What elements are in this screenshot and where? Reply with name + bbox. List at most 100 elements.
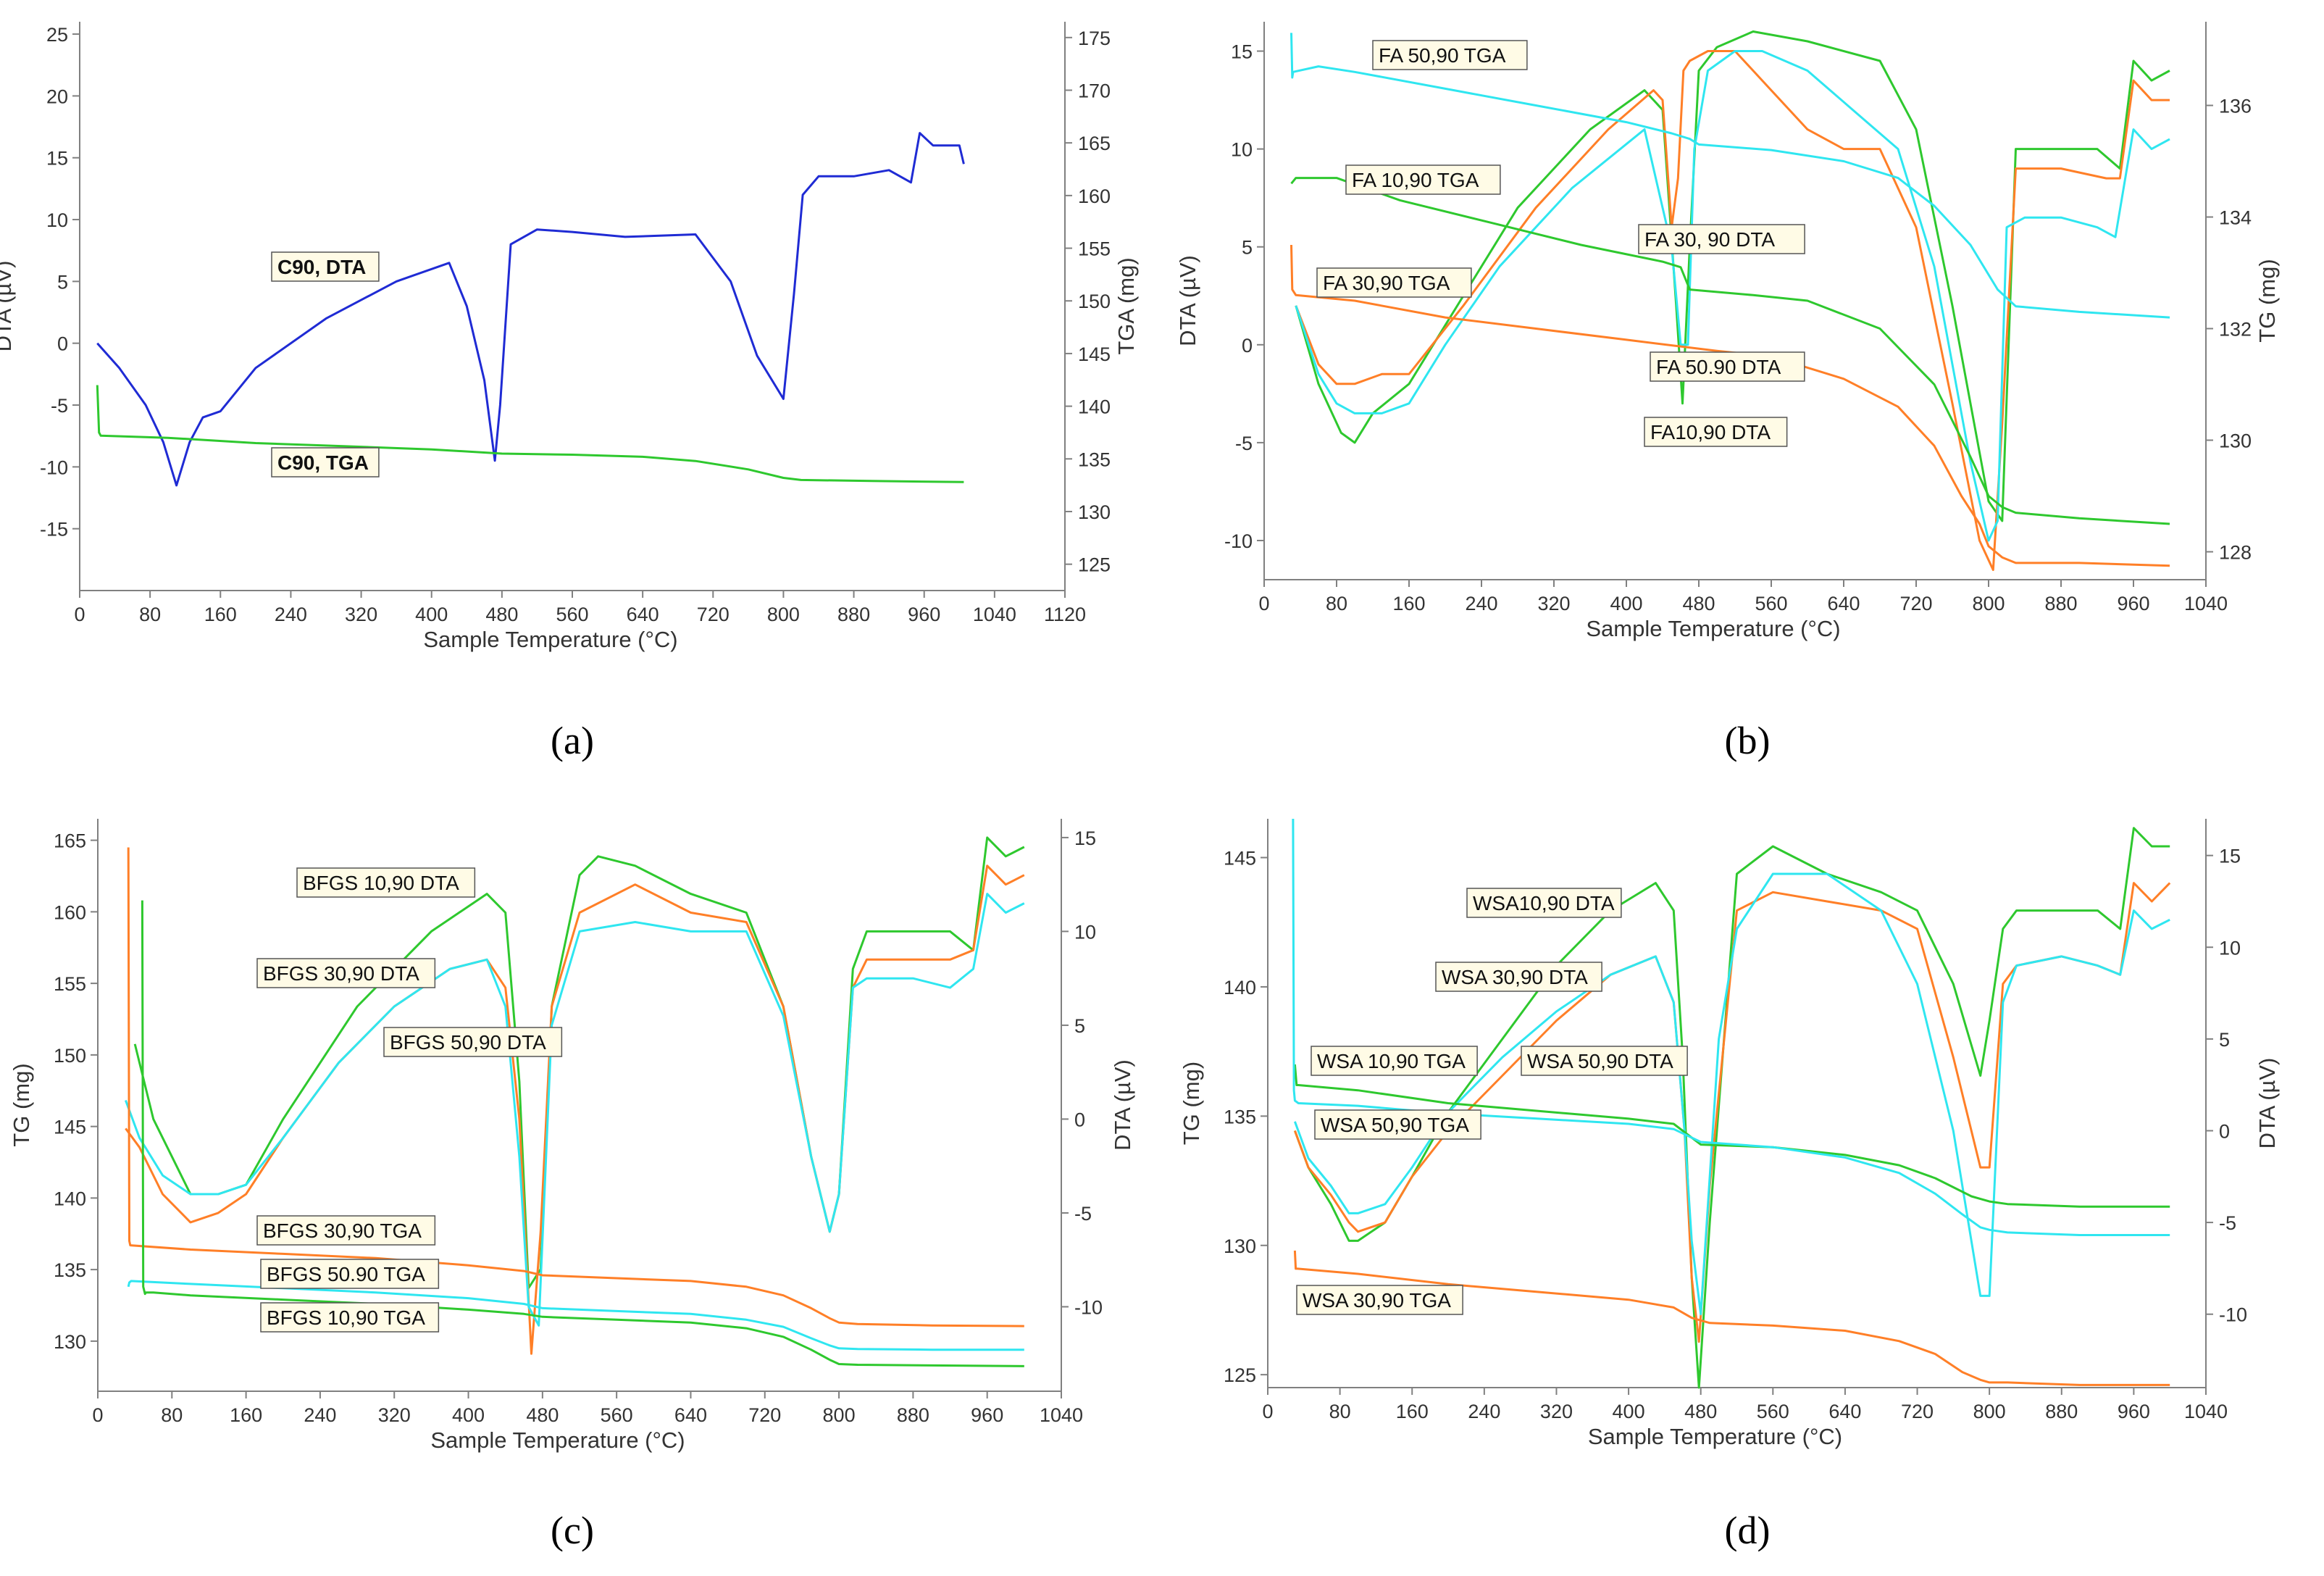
right-y-tick-label: 5 [1074,1015,1085,1037]
series-label-text: FA 50.90 DTA [1656,356,1781,378]
series-label-text: BFGS 50.90 TGA [267,1263,425,1285]
left-y-tick-label: 20 [46,86,68,107]
series-label: FA 50.90 DTA [1650,351,1805,382]
left-y-tick-label: 135 [1224,1106,1256,1127]
series-label: BFGS 50.90 TGA [260,1259,440,1289]
series-label: FA 10,90 TGA [1345,164,1501,195]
series-label-box [1372,40,1528,70]
right-y-tick-label: 10 [2219,937,2241,959]
series-label-text: WSA 10,90 TGA [1317,1050,1466,1072]
left-y-tick-label: -10 [1224,530,1253,552]
left-y-tick-label: 125 [1224,1364,1256,1386]
x-tick-label: 0 [74,604,85,625]
series-label-box [260,1302,440,1333]
series-label-box [271,447,380,478]
series-label-text: WSA 50,90 DTA [1527,1050,1673,1072]
right-y-tick-label: -5 [1074,1203,1092,1225]
left-y-tick-label: 140 [1224,977,1256,998]
series-label: BFGS 30,90 TGA [256,1215,436,1246]
left-y-tick-label: 130 [54,1331,86,1353]
series-label-box [1521,1046,1688,1076]
series-label-box [256,958,436,988]
x-tick-label: 960 [2118,1401,2150,1422]
x-tick-label: 560 [601,1404,633,1426]
x-tick-label: 640 [627,604,659,625]
series-line-wsa-50-90-tga [1292,818,2170,1236]
left-y-tick-label: 140 [54,1188,86,1209]
panel-d: 0 80 160 240 320 400 480 560 640 720 800 880 960 1040… [1179,818,2280,1552]
x-tick-label: 320 [345,604,377,625]
series-label-box [260,1259,440,1289]
x-tick-label: 480 [1682,593,1715,614]
series-label: BFGS 30,90 DTA [256,958,436,988]
x-tick-label: 960 [2117,593,2149,614]
series-label-box [1296,1285,1463,1315]
series-label: WSA 50,90 TGA [1314,1109,1481,1140]
x-tick-label: 800 [767,604,800,625]
series-label-text: WSA 30,90 TGA [1303,1289,1451,1312]
series-line-fa-30-90-dta [1295,50,2170,571]
series-label: BFGS 50,90 DTA [383,1027,563,1057]
left-axis-title: DTA (µV) [1175,255,1200,346]
x-tick-label: 400 [1613,1401,1645,1422]
right-y-tick-label: 15 [1074,827,1096,849]
x-tick-label: 80 [161,1404,183,1426]
right-y-tick-label: 10 [1074,921,1096,943]
x-tick-label: 400 [1610,593,1642,614]
x-tick-label: 640 [674,1404,707,1426]
panel-c: 0 80 160 240 320 400 480 560 640 720 800 880 960 1040… [9,819,1135,1552]
series-label-box [1638,224,1805,254]
left-y-tick-label: 10 [1231,139,1253,161]
left-y-tick-label: 135 [54,1259,86,1281]
x-tick-label: 560 [1757,1401,1789,1422]
right-y-tick-label: 130 [2219,430,2252,452]
series-label-box [1466,888,1622,918]
left-y-tick-label: 5 [57,271,68,293]
left-y-tick-label: 155 [54,973,86,995]
series-line-wsa-50-90-dta [1293,872,2170,1316]
series-label-box [1311,1046,1478,1076]
right-y-tick-label: 135 [1078,449,1111,470]
x-tick-label: 1040 [1040,1404,1083,1426]
series-label-box [1345,164,1501,195]
series-line-fa-30-90-tga [1290,244,2170,567]
left-y-tick-label: 150 [54,1045,86,1067]
series-label-text: FA10,90 DTA [1650,421,1771,443]
series-label-box [1316,267,1472,298]
x-tick-label: 1040 [2184,1401,2228,1422]
x-tick-label: 880 [2044,593,2077,614]
right-y-tick-label: 5 [2219,1029,2230,1051]
left-y-tick-label: 130 [1224,1235,1256,1257]
x-tick-label: 560 [1755,593,1787,614]
x-tick-label: 960 [971,1404,1003,1426]
x-tick-label: 160 [1396,1401,1429,1422]
series-label: WSA 10,90 TGA [1311,1046,1478,1076]
series-line-bfgs-10-90-tga [141,900,1024,1367]
series-label-box [1314,1109,1481,1140]
panel-caption: (c) [551,1509,594,1552]
left-axis-title: TG (mg) [9,1063,34,1146]
right-y-tick-label: 130 [1078,501,1111,523]
series-line-fa-50-90-tga [1290,33,2170,319]
series-label-text: WSA 30,90 DTA [1442,966,1588,988]
series-label-text: FA 50,90 TGA [1379,44,1506,67]
x-tick-label: 960 [908,604,940,625]
x-tick-label: 800 [823,1404,856,1426]
x-tick-label: 720 [748,1404,781,1426]
left-y-tick-label: 10 [46,209,68,231]
left-y-tick-label: 160 [54,901,86,923]
series-label-box [1644,417,1788,447]
series-label-box [271,251,380,282]
panel-a: 0 80 160 240 320 400 480 560 640 720 800 880 960 1040… [0,22,1139,762]
right-y-tick-label: 170 [1078,80,1111,101]
series-label-box [256,1215,436,1246]
x-tick-label: 720 [1899,593,1932,614]
right-y-tick-label: 155 [1078,238,1111,260]
x-tick-label: 480 [526,1404,559,1426]
series-label-text: WSA 50,90 TGA [1321,1114,1469,1136]
right-axis-title: DTA (µV) [1110,1059,1135,1151]
series-label: WSA 30,90 DTA [1435,962,1602,992]
series-line-fa-10-90-tga [1290,177,2170,525]
series-line-fa-50-90-dta [1295,50,2170,542]
series-label-text: FA 30,90 TGA [1323,272,1450,294]
